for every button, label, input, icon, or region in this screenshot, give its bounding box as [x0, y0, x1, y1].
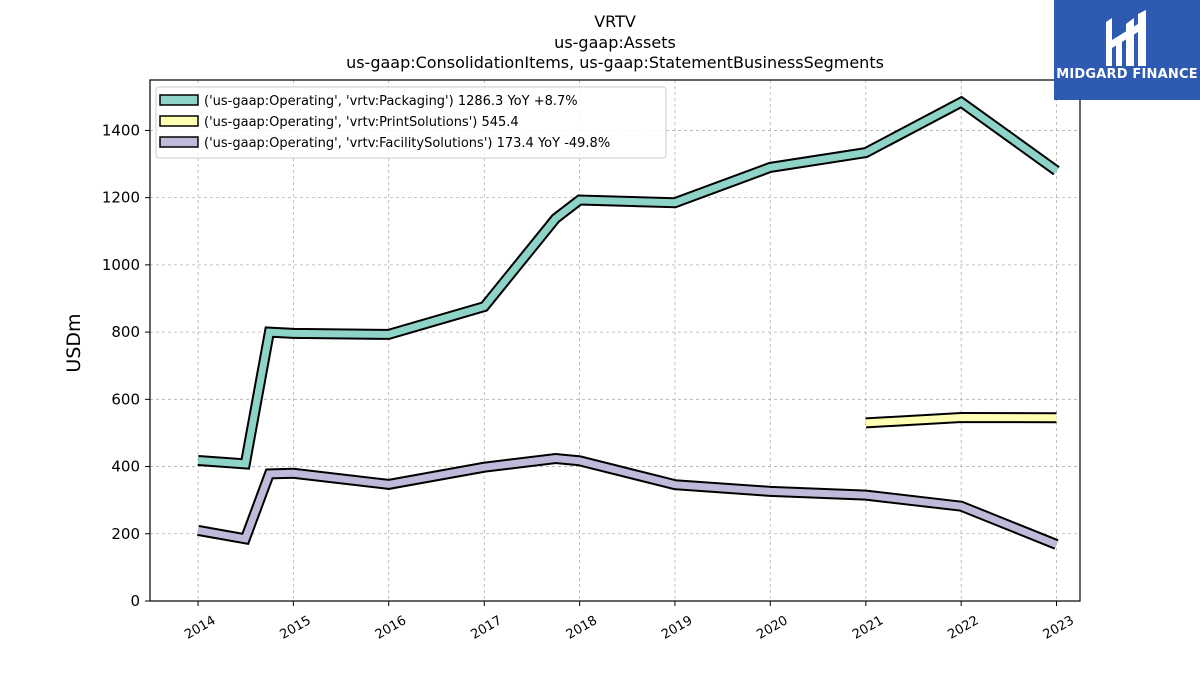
- y-tick-label: 400: [111, 458, 140, 476]
- series-lines: [197, 95, 1060, 550]
- legend-label: ('us-gaap:Operating', 'vrtv:FacilitySolu…: [204, 136, 610, 151]
- legend-swatch: [159, 136, 199, 148]
- series-line-2: [865, 411, 1057, 429]
- chart-subtitle-line-1: us-gaap:Assets: [554, 33, 676, 52]
- x-tick-label: 2020: [754, 613, 790, 643]
- series-fill: [197, 454, 1058, 548]
- x-tick-label: 2018: [564, 613, 600, 643]
- x-tick-label: 2017: [468, 613, 504, 643]
- y-tick-label: 200: [111, 525, 140, 543]
- chart-title: VRTV: [594, 12, 636, 31]
- series-fill: [865, 413, 1057, 427]
- x-tick-label: 2021: [850, 613, 886, 643]
- axes: 2014 2015 2016 2017 2018 2019 2020 2021 2022 2023…: [102, 79, 1081, 643]
- x-tick-label: 2023: [1041, 613, 1077, 643]
- y-tick-label: 0: [130, 592, 140, 610]
- x-tick-label: 2016: [373, 613, 409, 643]
- x-tick-label: 2019: [659, 613, 695, 643]
- legend-label: ('us-gaap:Operating', 'vrtv:PrintSolutio…: [204, 115, 519, 130]
- y-tick-label: 1200: [102, 189, 140, 207]
- y-tick-label: 800: [111, 323, 140, 341]
- y-tick-label: 1000: [102, 256, 140, 274]
- x-tick-label: 2022: [945, 613, 981, 643]
- y-tick-label: 1400: [102, 121, 140, 139]
- legend-swatch: [159, 94, 199, 106]
- series-line-3: [197, 452, 1059, 550]
- y-axis-label: USDm: [63, 313, 85, 372]
- legend-label: ('us-gaap:Operating', 'vrtv:Packaging') …: [204, 94, 578, 109]
- x-tick-label: 2015: [278, 613, 314, 643]
- legend-box: [155, 86, 667, 159]
- legend-swatch: [159, 115, 199, 127]
- series-fill: [197, 98, 1059, 468]
- logo-text: MIDGARD FINANCE: [1056, 67, 1198, 82]
- chart-subtitle-line-2: us-gaap:ConsolidationItems, us-gaap:Stat…: [346, 53, 884, 72]
- y-tick-label: 600: [111, 390, 140, 408]
- logo-mark-icon: [1106, 10, 1146, 66]
- series-line-1: [197, 95, 1060, 470]
- x-tick-label: 2014: [182, 613, 218, 643]
- plot-frame: [149, 79, 1081, 602]
- legend: ('us-gaap:Operating', 'vrtv:Packaging') …: [155, 86, 667, 159]
- brand-logo: MIDGARD FINANCE: [1054, 0, 1200, 100]
